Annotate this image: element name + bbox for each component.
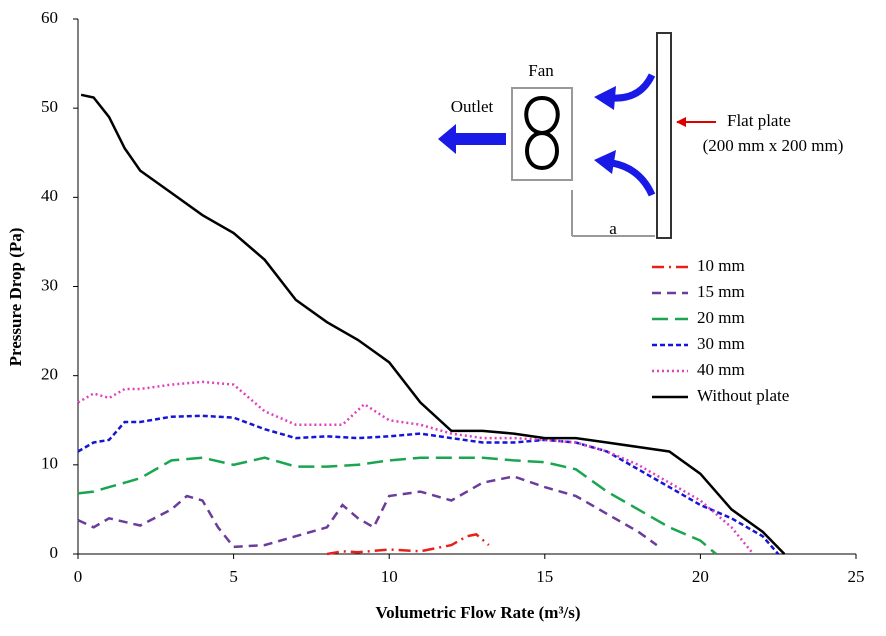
y-tick-label: 30	[41, 275, 58, 294]
series-line	[77, 414, 780, 555]
series-line	[77, 475, 658, 549]
plate-pointer-head	[676, 117, 686, 127]
annotation: (200 mm x 200 mm)	[703, 136, 844, 155]
x-tick-label: 0	[74, 567, 83, 586]
flow-arrow-head	[594, 86, 616, 110]
x-tick-label: 15	[536, 567, 553, 586]
x-tick-label: 25	[848, 567, 865, 586]
y-tick-label: 20	[41, 365, 58, 384]
series-line	[77, 456, 717, 555]
flow-arrow-head	[594, 150, 616, 174]
legend-label: 30 mm	[697, 334, 745, 353]
y-tick-label: 60	[41, 8, 58, 27]
y-tick-label: 10	[41, 454, 58, 473]
fan-icon	[524, 95, 560, 171]
annotation: a	[609, 219, 617, 238]
annotation: Outlet	[451, 97, 494, 116]
flow-arrow	[611, 159, 656, 197]
y-axis-title: Pressure Drop (Pa)	[6, 228, 25, 367]
legend-label: 20 mm	[697, 308, 745, 327]
flat-plate	[656, 32, 672, 239]
legend-label: 10 mm	[697, 256, 745, 275]
x-axis-title: Volumetric Flow Rate (m³/s)	[375, 603, 580, 622]
x-tick-label: 20	[692, 567, 709, 586]
y-tick-label: 40	[41, 186, 58, 205]
inset-diagram: Fan Outlet Flat plate (200 mm x 200 mm) …	[438, 32, 844, 239]
x-tick-label: 10	[381, 567, 398, 586]
legend-label: 15 mm	[697, 282, 745, 301]
y-tick-label: 50	[41, 97, 58, 116]
legend-label: 40 mm	[697, 360, 745, 379]
x-tick-label: 5	[229, 567, 238, 586]
series-line	[326, 533, 490, 556]
legend-label: Without plate	[697, 386, 789, 405]
annotation: Flat plate	[727, 111, 791, 130]
flow-arrow	[611, 73, 656, 102]
series-line	[80, 93, 786, 555]
y-tick-label: 0	[50, 543, 59, 562]
annotation: Fan	[528, 61, 554, 80]
outlet-arrow	[438, 124, 506, 154]
series-line	[77, 380, 755, 555]
